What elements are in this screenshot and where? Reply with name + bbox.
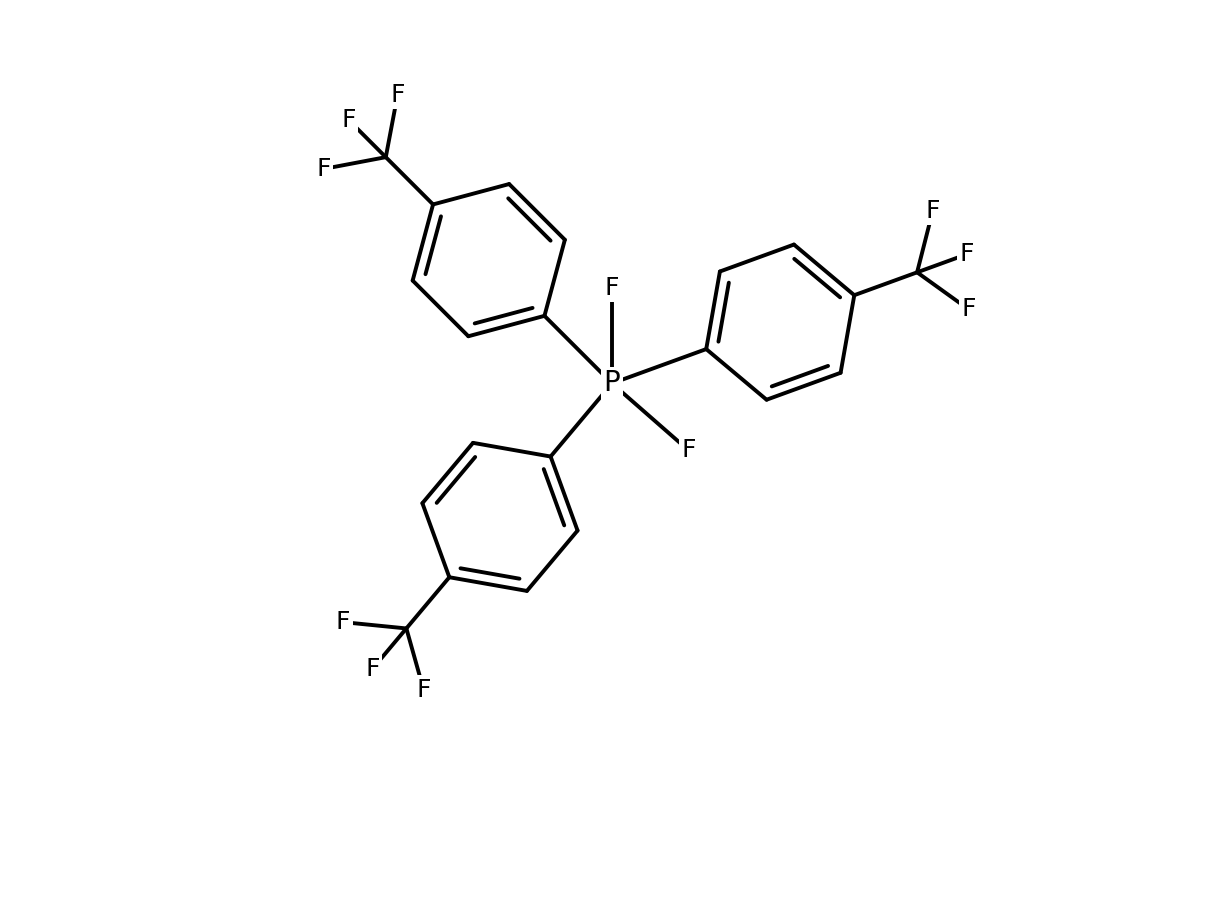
Text: F: F — [341, 108, 356, 132]
Text: F: F — [925, 198, 940, 223]
Text: F: F — [316, 157, 330, 181]
Text: F: F — [390, 83, 405, 106]
Text: P: P — [603, 369, 621, 398]
Text: F: F — [416, 678, 431, 702]
Text: F: F — [960, 242, 974, 267]
Text: F: F — [605, 276, 619, 300]
Text: F: F — [365, 657, 379, 681]
Text: F: F — [681, 439, 695, 462]
Text: F: F — [335, 610, 350, 634]
Text: F: F — [962, 298, 976, 321]
